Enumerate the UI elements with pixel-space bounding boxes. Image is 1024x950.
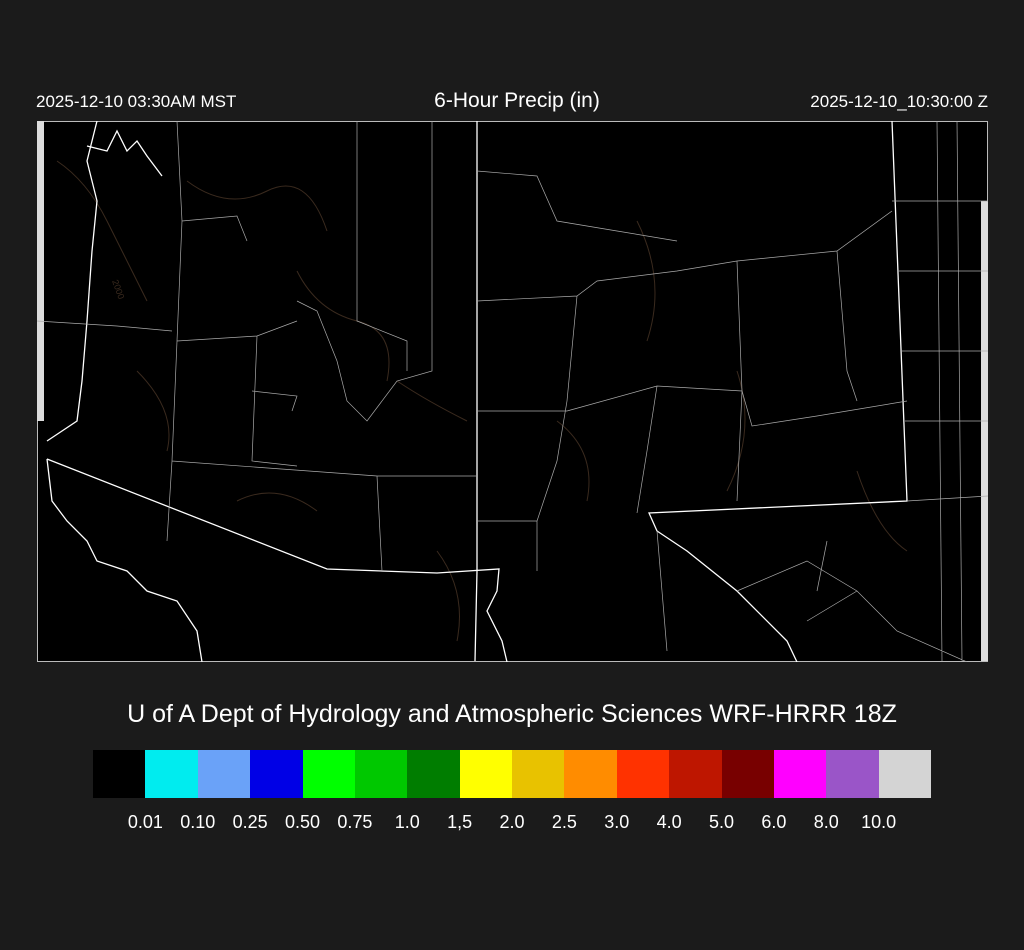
colorbar-swatch: [616, 750, 670, 798]
colorbar-swatch: [354, 750, 408, 798]
colorbar-swatch: [669, 750, 722, 798]
map-borders: 2000: [36, 120, 989, 663]
colorbar-label: 0.10: [180, 812, 216, 832]
colorbar-labels: 0.01 0.10 0.25 0.50 0.75 1.0 1,5 2.0 2.5 3.0 4.0 5.…: [93, 812, 931, 836]
colorbar-label: 1.0: [394, 812, 420, 832]
colorbar-swatch: [197, 750, 251, 798]
colorbar-label: 8.0: [813, 812, 839, 832]
credit-line: U of A Dept of Hydrology and Atmospheric…: [127, 700, 897, 728]
colorbar-swatch: [826, 750, 879, 798]
colorbar-label: 0.75: [337, 812, 373, 832]
precip-map: 2000: [36, 120, 989, 663]
colorbar-label: 0.25: [232, 812, 268, 832]
colorbar-swatch: [721, 750, 774, 798]
colorbar-label: 3.0: [604, 812, 630, 832]
colorbar-label: 5.0: [708, 812, 735, 832]
colorbar-swatch: [302, 750, 355, 798]
valid-time: 2025-12-10_10:30:00 Z: [810, 92, 988, 111]
map-edge-strip: [37, 121, 44, 421]
county-borders: [36, 120, 989, 663]
colorbar-label: 1,5: [447, 812, 473, 832]
colorbar-label: 0.01: [127, 812, 163, 832]
colorbar-swatch: [250, 750, 303, 798]
colorbar-label: 2.0: [499, 812, 525, 832]
local-time: 2025-12-10 03:30AM MST: [36, 92, 237, 111]
colorbar-swatch: [773, 750, 827, 798]
colorbar-label: 0.50: [284, 812, 321, 832]
colorbar: [93, 750, 931, 798]
colorbar-swatch: [459, 750, 512, 798]
colorbar-label: 10.0: [861, 812, 897, 832]
colorbar-swatch: [512, 750, 565, 798]
colorbar-swatch: [564, 750, 617, 798]
colorbar-label: 6.0: [761, 812, 787, 832]
colorbar-swatch: [878, 750, 931, 798]
colorbar-swatch: [93, 750, 146, 798]
colorbar-swatch: [145, 750, 198, 798]
colorbar-label: 4.0: [656, 812, 682, 832]
colorbar-label: 2.5: [551, 812, 577, 832]
colorbar-swatch: [407, 750, 460, 798]
chart-title: 6-Hour Precip (in): [434, 89, 600, 112]
map-edge-strip: [981, 201, 988, 661]
map-frame: [37, 121, 988, 662]
state-borders: [46, 120, 908, 663]
